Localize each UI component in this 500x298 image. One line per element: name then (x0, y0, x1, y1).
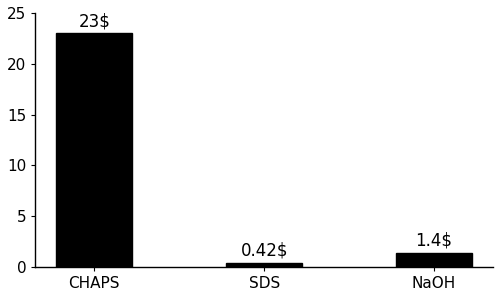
Text: 0.42$: 0.42$ (240, 242, 288, 260)
Bar (226, 263, 302, 267)
Bar (396, 253, 472, 267)
Text: 23$: 23$ (78, 12, 110, 30)
Text: 1.4$: 1.4$ (416, 232, 453, 250)
Bar (56, 33, 132, 267)
